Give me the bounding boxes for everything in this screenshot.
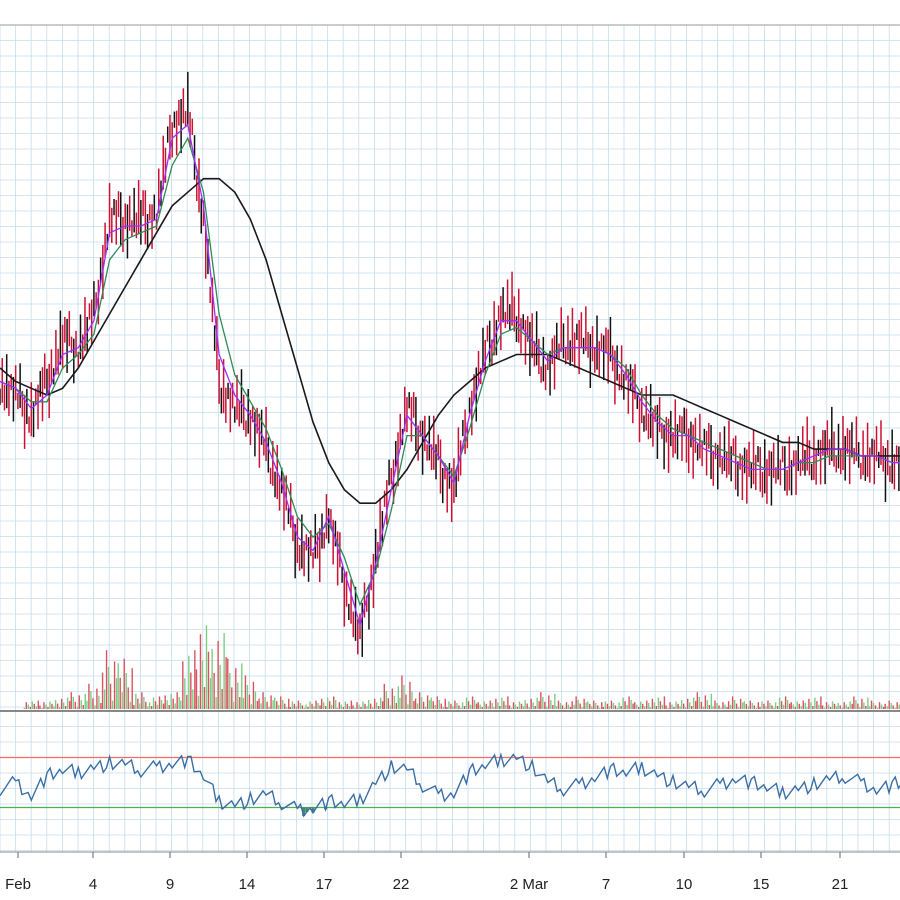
x-axis-ticks: Feb 4 9 14 17 22 2 Mar 7 10 15 21 xyxy=(5,852,848,893)
x-tick-label: 7 xyxy=(602,876,610,893)
x-tick-label: 4 xyxy=(89,876,97,893)
x-tick-label: 10 xyxy=(676,876,693,893)
x-tick-label: Feb xyxy=(5,876,31,893)
ema-mid-line xyxy=(0,136,900,607)
oscillator-line xyxy=(0,752,900,818)
x-tick-label: 9 xyxy=(166,876,174,893)
x-tick-label: 15 xyxy=(753,876,770,893)
ema-slow-line xyxy=(0,177,900,504)
x-tick-label: 22 xyxy=(393,876,410,893)
x-tick-label: 2 Mar xyxy=(510,876,548,893)
x-tick-label: 21 xyxy=(832,876,849,893)
x-tick-label: 14 xyxy=(239,876,256,893)
ema-fast-line xyxy=(0,123,900,628)
x-tick-label: 17 xyxy=(316,876,333,893)
volume-bars xyxy=(23,625,900,709)
